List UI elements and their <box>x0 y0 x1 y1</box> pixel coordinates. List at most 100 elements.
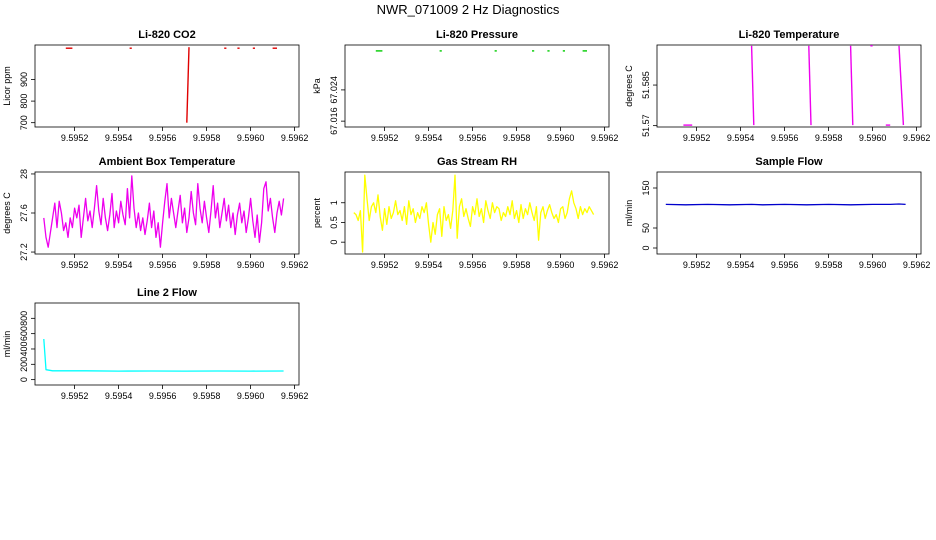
x-tick-label: 9.5952 <box>61 133 89 143</box>
x-tick-label: 9.5956 <box>459 260 487 270</box>
series-segment <box>898 45 905 126</box>
figure-title: NWR_071009 2 Hz Diagnostics <box>377 2 560 17</box>
y-axis-label: degrees C <box>624 65 634 107</box>
x-tick-label: 9.5958 <box>193 133 221 143</box>
x-tick-label: 9.5962 <box>591 260 619 270</box>
y-tick-label: 27.2 <box>19 243 29 261</box>
y-tick-label: 1 <box>329 200 339 205</box>
series-line <box>353 174 595 253</box>
x-tick-label: 9.5962 <box>281 391 309 401</box>
y-axis-label: ml/min <box>2 331 12 358</box>
x-tick-label: 9.5960 <box>547 260 575 270</box>
x-tick-label: 9.5958 <box>503 133 531 143</box>
y-tick-label: 800 <box>19 94 29 109</box>
x-tick-label: 9.5952 <box>371 260 399 270</box>
panel-title: Li-820 CO2 <box>138 29 195 41</box>
x-tick-label: 9.5952 <box>683 260 711 270</box>
x-tick-label: 9.5962 <box>903 133 931 143</box>
y-tick-label: 200 <box>19 357 29 372</box>
x-tick-label: 9.5956 <box>149 260 177 270</box>
y-tick-label: 51.57 <box>641 114 651 137</box>
x-tick-label: 9.5956 <box>149 391 177 401</box>
x-tick-label: 9.5960 <box>859 260 887 270</box>
series-segment <box>849 45 854 126</box>
y-tick-label: 600 <box>19 326 29 341</box>
panel-1: Li-820 CO2 Licor ppm 9.5952 9.5954 9.5956 9.5… <box>2 29 308 143</box>
x-tick-label: 9.5958 <box>503 260 531 270</box>
panel-6: Sample Flow ml/min 9.5952 9.5954 9.5956 9.595… <box>624 156 930 270</box>
x-tick-label: 9.5954 <box>415 260 443 270</box>
y-axis-label: kPa <box>312 78 322 94</box>
series-line <box>43 175 285 248</box>
x-tick-label: 9.5962 <box>281 260 309 270</box>
y-tick-label: 150 <box>641 180 651 195</box>
y-tick-label: 67.016 <box>329 107 339 135</box>
series-segment <box>750 45 755 126</box>
x-tick-label: 9.5960 <box>237 260 265 270</box>
x-tick-label: 9.5962 <box>591 133 619 143</box>
x-tick-label: 9.5958 <box>193 260 221 270</box>
y-tick-label: 0.5 <box>329 216 339 229</box>
panel-title: Sample Flow <box>755 156 823 168</box>
series-segment <box>186 47 190 123</box>
x-tick-label: 9.5962 <box>281 133 309 143</box>
panel-5: Gas Stream RH percent 9.5952 9.5954 9.5956 9.… <box>312 156 618 270</box>
x-tick-label: 9.5954 <box>415 133 443 143</box>
y-tick-label: 67.024 <box>329 76 339 104</box>
x-tick-label: 9.5954 <box>105 133 133 143</box>
x-tick-label: 9.5952 <box>683 133 711 143</box>
x-tick-label: 9.5958 <box>815 133 843 143</box>
panel-2: Li-820 Pressure kPa 9.5952 9.5954 9.5956 9.59… <box>312 29 618 143</box>
y-tick-label: 700 <box>19 115 29 130</box>
series-line <box>43 338 284 372</box>
x-tick-label: 9.5960 <box>859 133 887 143</box>
panel-7: Line 2 Flow ml/min 9.5952 9.5954 9.5956 9.595… <box>2 287 308 401</box>
x-tick-label: 9.5956 <box>459 133 487 143</box>
y-tick-label: 800 <box>19 311 29 326</box>
y-axis-label: percent <box>312 197 322 228</box>
y-tick-label: 27.6 <box>19 204 29 222</box>
y-axis-label: degrees C <box>2 192 12 234</box>
panel-title: Line 2 Flow <box>137 287 197 299</box>
x-tick-label: 9.5952 <box>61 391 89 401</box>
y-tick-label: 0 <box>19 377 29 382</box>
x-tick-label: 9.5952 <box>61 260 89 270</box>
y-tick-label: 0 <box>641 245 651 250</box>
y-tick-label: 28 <box>19 169 29 179</box>
plot-frame <box>34 302 300 386</box>
x-tick-label: 9.5956 <box>149 133 177 143</box>
x-tick-label: 9.5962 <box>903 260 931 270</box>
y-tick-label: 0 <box>329 240 339 245</box>
series-segment <box>808 45 812 126</box>
y-tick-label: 400 <box>19 341 29 356</box>
x-tick-label: 9.5958 <box>815 260 843 270</box>
plot-frame <box>344 171 610 255</box>
y-tick-label: 900 <box>19 72 29 87</box>
series-line <box>665 203 906 206</box>
x-tick-label: 9.5954 <box>727 260 755 270</box>
plot-frame <box>344 44 610 128</box>
x-tick-label: 9.5958 <box>193 391 221 401</box>
x-tick-label: 9.5960 <box>237 391 265 401</box>
panel-title: Li-820 Temperature <box>739 29 840 41</box>
x-tick-label: 9.5956 <box>771 133 799 143</box>
y-tick-label: 51.585 <box>641 71 651 99</box>
panel-title: Gas Stream RH <box>437 156 517 168</box>
panel-title: Ambient Box Temperature <box>99 156 236 168</box>
x-tick-label: 9.5954 <box>105 260 133 270</box>
x-tick-label: 9.5952 <box>371 133 399 143</box>
x-tick-label: 9.5960 <box>237 133 265 143</box>
panel-title: Li-820 Pressure <box>436 29 518 41</box>
panel-4: Ambient Box Temperature degrees C 9.5952 9.… <box>2 156 308 270</box>
x-tick-label: 9.5956 <box>771 260 799 270</box>
y-axis-label: ml/min <box>624 200 634 227</box>
plot-frame <box>656 44 922 128</box>
plot-frame <box>656 171 922 255</box>
panel-3: Li-820 Temperature degrees C 9.5952 9.5954 9… <box>624 29 930 143</box>
x-tick-label: 9.5960 <box>547 133 575 143</box>
x-tick-label: 9.5954 <box>727 133 755 143</box>
y-axis-label: Licor ppm <box>2 66 12 106</box>
plot-frame <box>34 44 300 128</box>
y-tick-label: 50 <box>641 223 651 233</box>
